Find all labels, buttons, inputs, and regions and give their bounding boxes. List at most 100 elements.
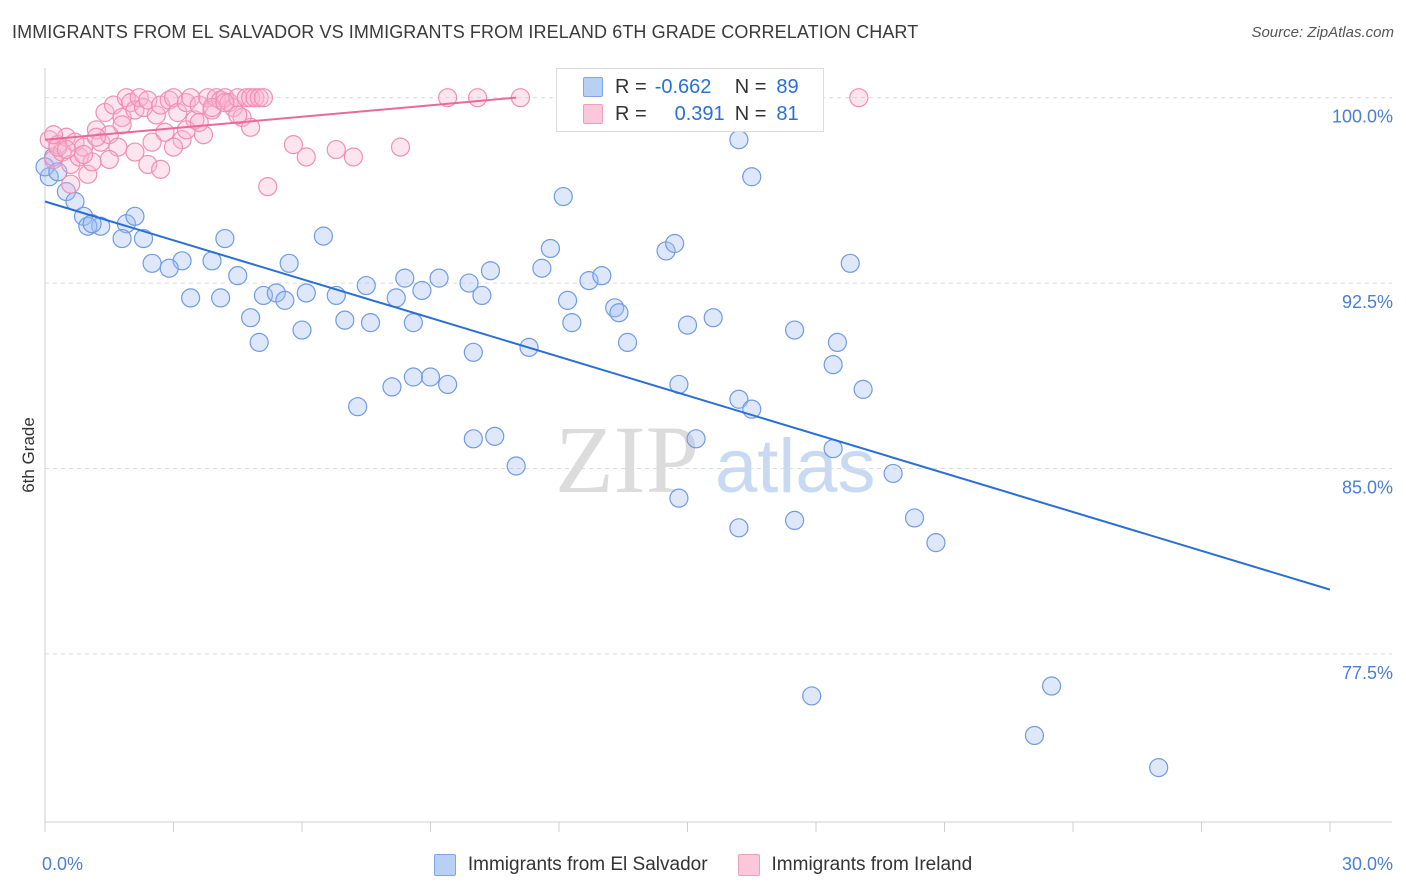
point-el-salvador (1149, 758, 1169, 778)
y-tick-label: 77.5% (1342, 663, 1393, 683)
point-el-salvador (840, 253, 860, 273)
point-ireland (163, 88, 184, 108)
point-el-salvador (133, 228, 154, 249)
point-ireland (228, 105, 248, 125)
point-ireland (146, 105, 166, 125)
point-ireland (142, 132, 162, 152)
point-el-salvador (386, 288, 406, 308)
point-ireland (296, 147, 316, 167)
point-el-salvador (904, 508, 925, 528)
point-ireland (253, 88, 274, 108)
y-tick-label: 100.0% (1332, 107, 1393, 127)
y-tick-label: 92.5% (1342, 292, 1393, 312)
point-el-salvador (553, 186, 573, 207)
y-axis-label: 6th Grade (19, 417, 38, 493)
point-el-salvador (438, 374, 458, 395)
point-ireland (138, 154, 158, 175)
legend-r-label: R = (615, 102, 647, 125)
point-el-salvador (669, 488, 689, 508)
point-el-salvador (459, 273, 479, 293)
point-el-salvador (313, 226, 334, 246)
point-el-salvador (142, 253, 162, 273)
point-el-salvador (1041, 676, 1062, 696)
point-el-salvador (125, 206, 145, 226)
point-el-salvador (609, 303, 629, 323)
point-el-salvador (784, 510, 805, 531)
point-el-salvador (472, 285, 492, 306)
point-ireland (73, 144, 94, 165)
series-legend: Immigrants from El Salvador Immigrants f… (0, 850, 1406, 880)
point-el-salvador (592, 266, 612, 286)
legend-swatch-blue (583, 77, 603, 97)
series-legend-ireland: Immigrants from Ireland (737, 854, 973, 876)
point-el-salvador (562, 313, 582, 333)
series-legend-el-salvador: Immigrants from El Salvador (433, 854, 708, 876)
y-tick-label: 85.0% (1342, 477, 1393, 497)
point-ireland (61, 174, 81, 194)
point-ireland (249, 88, 269, 108)
point-ireland (125, 142, 145, 162)
point-el-salvador (557, 290, 578, 310)
legend-row-ireland: R = 0.391 N = 81 (583, 101, 799, 127)
point-el-salvador (729, 518, 749, 538)
point-ireland (258, 177, 278, 197)
point-ireland (56, 139, 77, 160)
point-el-salvador (506, 456, 526, 476)
legend-n-value-pink: 81 (776, 102, 799, 125)
series-swatch-blue (433, 854, 456, 876)
point-el-salvador (742, 167, 762, 187)
point-el-salvador (356, 275, 376, 296)
watermark-atlas: atlas (715, 424, 876, 509)
point-ireland (438, 88, 458, 108)
source-credit: Source: ZipAtlas.com (1251, 24, 1394, 41)
point-el-salvador (540, 238, 561, 259)
point-el-salvador (403, 367, 423, 387)
point-el-salvador (729, 130, 749, 150)
legend-n-value-blue: 89 (776, 75, 799, 98)
point-el-salvador (403, 313, 423, 333)
point-el-salvador (617, 332, 638, 353)
point-el-salvador (463, 342, 483, 362)
trendline-el-salvador (44, 200, 1331, 591)
point-el-salvador (532, 258, 552, 278)
point-ireland (112, 115, 132, 135)
legend-n-label: N = (734, 75, 767, 98)
point-el-salvador (348, 397, 368, 417)
point-el-salvador (703, 308, 723, 328)
point-el-salvador (677, 315, 698, 335)
point-el-salvador (485, 426, 505, 446)
x-tick-label: 30.0% (1342, 854, 1393, 874)
point-el-salvador (823, 355, 843, 375)
point-el-salvador (335, 310, 355, 330)
point-ireland (283, 135, 304, 155)
point-el-salvador (579, 271, 599, 291)
point-ireland (163, 137, 184, 157)
point-el-salvador (292, 320, 312, 340)
point-ireland (849, 88, 869, 108)
legend-swatch-pink (583, 104, 603, 124)
series-label-ireland: Immigrants from Ireland (771, 854, 973, 875)
point-ireland (86, 127, 107, 147)
point-ireland (189, 112, 209, 132)
point-ireland (43, 125, 64, 145)
point-el-salvador (275, 290, 295, 310)
point-el-salvador (926, 533, 946, 553)
chart-title: IMMIGRANTS FROM EL SALVADOR VS IMMIGRANT… (12, 22, 919, 42)
point-ireland (151, 159, 171, 179)
point-el-salvador (686, 429, 706, 449)
x-tick-label: 0.0% (42, 854, 83, 874)
point-el-salvador (181, 288, 201, 308)
point-el-salvador (665, 233, 685, 254)
point-el-salvador (827, 332, 848, 353)
series-label-el-salvador: Immigrants from El Salvador (467, 854, 708, 875)
point-ireland (468, 88, 488, 108)
point-el-salvador (360, 313, 381, 333)
point-el-salvador (395, 268, 415, 288)
point-el-salvador (420, 367, 441, 387)
point-el-salvador (228, 266, 248, 286)
point-el-salvador (249, 332, 269, 353)
series-swatch-pink (737, 854, 760, 876)
point-el-salvador (112, 228, 132, 249)
legend-r-label: R = (615, 75, 647, 98)
